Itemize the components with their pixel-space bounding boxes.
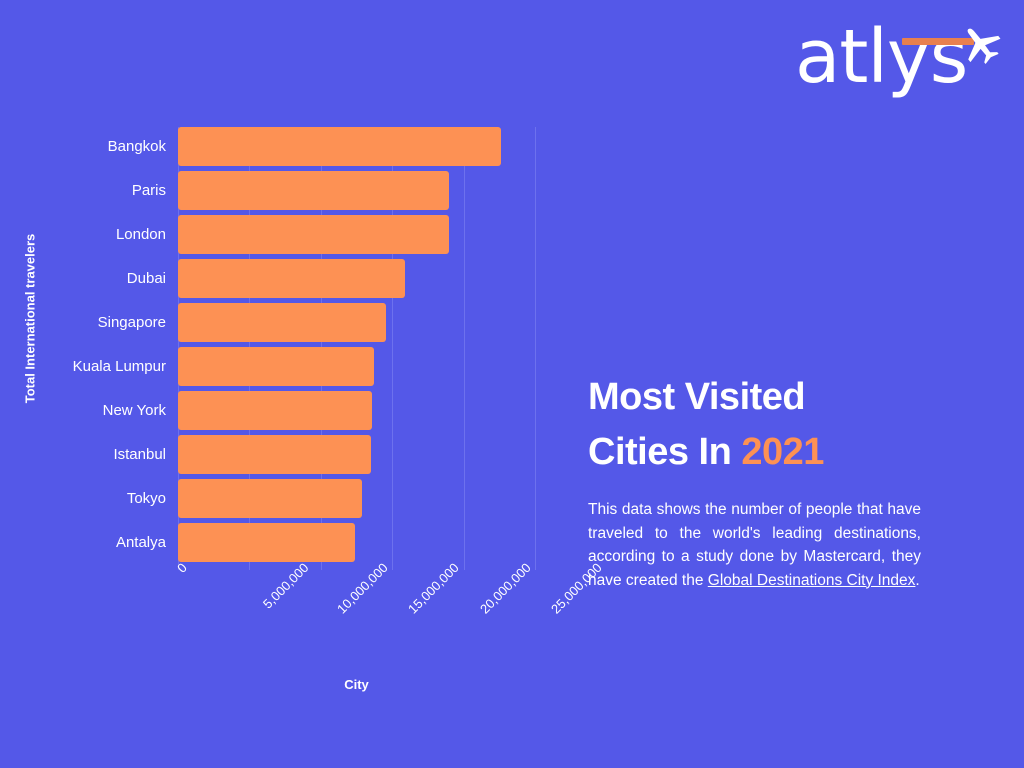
x-axis-title: City — [344, 677, 369, 692]
bar-row: Tokyo — [127, 479, 535, 518]
headline-line1: Most Visited — [588, 376, 806, 418]
bar-row: Dubai — [127, 259, 535, 298]
bar-row: London — [116, 215, 535, 254]
bar — [178, 391, 373, 430]
bar — [178, 435, 371, 474]
body-paragraph: This data shows the number of people tha… — [588, 498, 921, 592]
bar — [178, 171, 450, 210]
body-text-before-link: This data shows the number of people tha… — [588, 501, 921, 589]
bar-row: Antalya — [116, 523, 535, 562]
info-panel: Most Visited Cities In 2021 This data sh… — [588, 370, 921, 592]
bar — [178, 479, 363, 518]
page-title: Most Visited Cities In 2021 — [588, 370, 921, 480]
logo-wordmark: atlys — [795, 14, 968, 100]
bar-row: Singapore — [98, 303, 535, 342]
headline-year: 2021 — [741, 431, 824, 473]
category-label: Istanbul — [113, 446, 166, 463]
headline-line2: Cities In — [588, 431, 742, 473]
bar-row: Istanbul — [113, 435, 535, 474]
category-label: London — [115, 226, 166, 243]
bar — [178, 215, 450, 254]
bar-chart: Total International travelers Bangkok Par… — [0, 110, 605, 710]
gridline — [535, 127, 536, 570]
bar — [178, 127, 501, 166]
bar-row: Paris — [132, 171, 535, 210]
bar-row: Bangkok — [108, 127, 535, 166]
atlys-logo: atlys — [795, 14, 1001, 100]
flight-path-bar-icon — [902, 38, 974, 45]
y-axis-title: Total International travelers — [22, 233, 38, 404]
airplane-icon — [967, 28, 1001, 65]
bar — [178, 523, 356, 562]
body-text-after-link: . — [915, 571, 920, 589]
gridline — [463, 127, 465, 570]
category-label: Paris — [131, 182, 166, 199]
category-label: Antalya — [115, 534, 166, 551]
category-label: Kuala Lumpur — [72, 358, 166, 375]
gridline — [392, 127, 394, 570]
bar — [178, 303, 387, 342]
category-label: New York — [102, 402, 166, 419]
category-label: Tokyo — [126, 490, 166, 507]
bar-series: Bangkok Paris London Dubai Singapore Kuala Lu… — [73, 127, 535, 570]
category-label: Dubai — [126, 270, 166, 287]
bar — [178, 347, 374, 386]
global-destinations-city-index-link[interactable]: Global Destinations City Index — [707, 571, 916, 589]
bar-row: Kuala Lumpur — [73, 347, 535, 386]
bar-row: New York — [103, 391, 535, 430]
bar — [178, 259, 406, 298]
category-label: Singapore — [97, 314, 166, 331]
plot-area: Bangkok Paris London Dubai Singapore Kuala Lu… — [73, 127, 536, 570]
category-label: Bangkok — [107, 138, 166, 155]
